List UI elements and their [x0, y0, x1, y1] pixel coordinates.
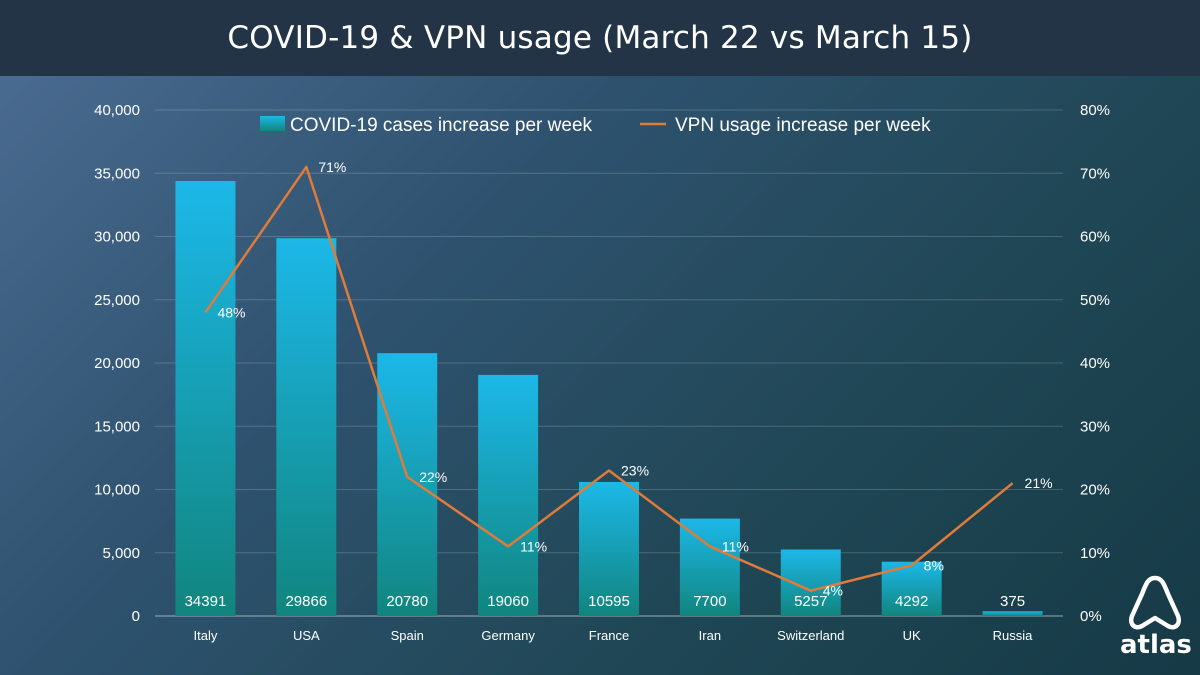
left-axis-tick: 40,000 — [94, 102, 140, 119]
x-axis-label: UK — [903, 628, 921, 643]
bar-value-label: 20780 — [386, 593, 428, 610]
bar-value-label: 7700 — [693, 593, 726, 610]
bar-value-label: 19060 — [487, 593, 529, 610]
right-axis-tick: 70% — [1080, 165, 1110, 182]
x-axis-label: Russia — [993, 628, 1034, 643]
line-value-label: 23% — [621, 463, 649, 479]
legend-bar-swatch — [260, 116, 285, 131]
bar — [478, 375, 538, 616]
left-axis-tick: 5,000 — [102, 545, 140, 562]
atlas-logo-icon — [1120, 572, 1190, 634]
right-axis-tick: 60% — [1080, 229, 1110, 246]
bar-value-label: 4292 — [895, 593, 928, 610]
right-axis-tick: 0% — [1080, 608, 1102, 625]
right-axis-tick: 80% — [1080, 102, 1110, 119]
atlas-logo: atlas — [1120, 572, 1190, 668]
bar — [175, 181, 235, 616]
legend-line-label: VPN usage increase per week — [675, 115, 931, 136]
x-axis-label: Spain — [391, 628, 424, 643]
right-axis-tick: 10% — [1080, 545, 1110, 562]
right-axis-tick: 20% — [1080, 482, 1110, 499]
left-axis-tick: 0 — [132, 608, 140, 625]
x-axis-labels: Italy USA Spain Germany France Iran Switzerlan… — [194, 628, 1034, 643]
logo-text: atlas — [1120, 630, 1190, 660]
x-axis-label: France — [589, 628, 629, 643]
bar — [983, 611, 1043, 616]
bar-value-label: 29866 — [285, 593, 327, 610]
left-axis-tick: 15,000 — [94, 418, 140, 435]
x-axis-label: USA — [293, 628, 320, 643]
bar — [276, 238, 336, 616]
x-axis-label: Italy — [194, 628, 218, 643]
bar-value-label: 34391 — [185, 593, 227, 610]
left-axis-tick: 20,000 — [94, 355, 140, 372]
line-value-label: 8% — [924, 557, 944, 573]
left-axis-tick: 10,000 — [94, 482, 140, 499]
bar-value-label: 10595 — [588, 593, 630, 610]
bar-series: 34391 29866 20780 19060 10595 7700 5257 4292 375 — [175, 181, 1042, 616]
line-value-label: 22% — [419, 469, 447, 485]
right-axis-tick: 40% — [1080, 355, 1110, 372]
bar-value-label: 375 — [1000, 593, 1025, 610]
combo-chart: 0 5,000 10,000 15,000 20,000 25,000 30,000 35,0… — [0, 0, 1200, 675]
right-axis-tick: 50% — [1080, 292, 1110, 309]
right-axis: 0% 10% 20% 30% 40% 50% 60% 70% 80% — [1080, 102, 1110, 625]
left-axis-tick: 35,000 — [94, 165, 140, 182]
line-value-label: 71% — [318, 159, 346, 175]
x-axis-label: Iran — [699, 628, 721, 643]
line-value-label: 11% — [520, 538, 547, 554]
line-value-label: 48% — [217, 304, 245, 320]
line-value-label: 21% — [1025, 475, 1053, 491]
line-value-label: 11% — [722, 538, 749, 554]
x-axis-label: Germany — [481, 628, 535, 643]
x-axis-label: Switzerland — [777, 628, 844, 643]
legend-bar-label: COVID-19 cases increase per week — [290, 115, 593, 136]
line-value-label: 4% — [823, 583, 843, 599]
legend: COVID-19 cases increase per week VPN usag… — [260, 115, 931, 136]
left-axis: 0 5,000 10,000 15,000 20,000 25,000 30,000 35,0… — [94, 102, 140, 625]
left-axis-tick: 25,000 — [94, 292, 140, 309]
right-axis-tick: 30% — [1080, 418, 1110, 435]
left-axis-tick: 30,000 — [94, 229, 140, 246]
